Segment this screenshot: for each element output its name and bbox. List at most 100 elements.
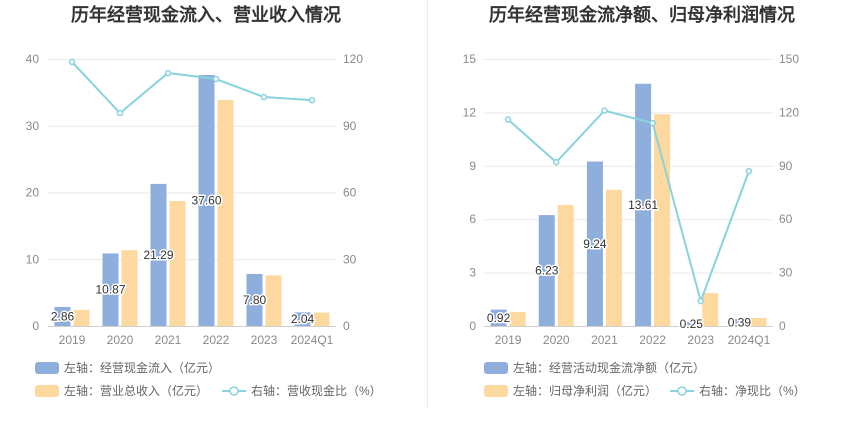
bar-secondary	[73, 309, 90, 326]
x-axis-category-label: 2023	[251, 333, 278, 347]
bar-primary	[198, 75, 215, 327]
line-point	[164, 69, 172, 77]
bar-secondary	[121, 250, 138, 326]
legend-item[interactable]: 左轴：营业总收入（亿元）	[35, 383, 208, 398]
bar-data-label: 9.24	[583, 237, 607, 251]
line-point	[212, 75, 220, 83]
line-point	[601, 107, 608, 114]
x-axis-category-label: 2021	[591, 333, 618, 347]
bar-data-label: 7.80	[243, 293, 267, 307]
right-axis-tick-label: 0	[779, 319, 786, 333]
right-axis-tick-label: 60	[343, 186, 357, 200]
bar-secondary	[265, 275, 282, 326]
x-axis-category-label: 2021	[155, 333, 182, 347]
bar-primary	[538, 215, 555, 326]
right-axis-tick-label: 90	[779, 159, 793, 173]
legend-label: 右轴：营收现金比（%）	[251, 383, 382, 398]
left-axis-tick-label: 15	[463, 52, 477, 66]
line-point	[68, 58, 76, 66]
chart-panel-2: 历年经营现金流净额、归母净利润情况03691215030609012015020…	[463, 4, 806, 398]
left-axis-tick-label: 30	[26, 119, 40, 133]
bar-primary	[731, 319, 748, 326]
bar-primary	[54, 306, 71, 326]
left-axis-tick-label: 9	[469, 159, 476, 173]
legend-label: 左轴：经营现金流入（亿元）	[64, 360, 220, 375]
left-axis-tick-label: 40	[26, 52, 40, 66]
legend-bar-swatch	[484, 385, 508, 397]
left-axis-tick-label: 3	[469, 266, 476, 280]
left-axis-tick-label: 0	[32, 319, 39, 333]
right-axis-tick-label: 30	[343, 252, 357, 266]
bar-secondary	[169, 200, 186, 326]
chart-title: 历年经营现金流净额、归母净利润情况	[489, 4, 795, 25]
x-axis-category-label: 2020	[543, 333, 570, 347]
legend-item[interactable]: 左轴：经营现金流入（亿元）	[35, 360, 220, 375]
line-point	[260, 93, 268, 101]
left-axis-tick-label: 12	[463, 105, 477, 119]
legend-item[interactable]: 左轴：归母净利润（亿元）	[484, 383, 657, 398]
line-point	[745, 167, 753, 175]
legend-item[interactable]: 左轴：经营活动现金流净额（亿元）	[484, 360, 705, 375]
x-axis-category-label: 2024Q1	[728, 333, 771, 347]
legend-item[interactable]: 右轴：净现比（%）	[670, 383, 806, 398]
left-axis-tick-label: 6	[469, 212, 476, 226]
right-axis-tick-label: 150	[779, 52, 799, 66]
bar-secondary	[702, 293, 719, 326]
bar-secondary	[509, 311, 526, 326]
x-axis-category-label: 2019	[495, 333, 522, 347]
bar-secondary	[654, 114, 671, 327]
line-point	[116, 109, 124, 117]
bar-data-label: 0.25	[680, 317, 704, 331]
left-axis-tick-label: 20	[26, 186, 40, 200]
bar-primary	[246, 273, 263, 326]
bar-primary	[586, 161, 603, 326]
bar-data-label: 0.39	[728, 316, 752, 330]
bar-data-label: 2.86	[51, 309, 75, 323]
bar-data-label: 0.92	[487, 311, 511, 325]
bar-data-label: 10.87	[95, 283, 125, 297]
x-axis-category-label: 2022	[203, 333, 230, 347]
line-point	[504, 116, 512, 123]
line-point	[553, 158, 560, 166]
bar-primary	[294, 312, 311, 326]
bar-secondary	[217, 99, 234, 326]
x-axis-category-label: 2020	[107, 333, 134, 347]
bar-primary	[635, 83, 652, 326]
bar-secondary	[313, 312, 330, 326]
line-point	[308, 96, 316, 104]
right-axis-tick-label: 0	[343, 319, 350, 333]
right-axis-tick-label: 120	[343, 52, 363, 66]
series-line	[71, 61, 313, 115]
legend-line-marker	[677, 386, 687, 396]
line-point	[697, 297, 704, 305]
chart-panel-1: 历年经营现金流入、营业收入情况 0 10 20 30 40 0 30 60 90 120 2019 20…	[26, 4, 382, 398]
chart-title: 历年经营现金流入、营业收入情况	[71, 4, 341, 25]
bar-primary	[150, 183, 167, 326]
bar-secondary	[605, 189, 622, 326]
legend-bar-swatch	[35, 362, 59, 374]
bar-primary	[490, 309, 507, 326]
legend-line-marker	[229, 386, 239, 396]
legend-label: 左轴：归母净利润（亿元）	[513, 383, 657, 398]
legend-label: 左轴：经营活动现金流净额（亿元）	[513, 360, 705, 375]
bar-primary	[102, 253, 119, 326]
bar-secondary	[557, 204, 574, 326]
right-axis-tick-label: 30	[779, 266, 793, 280]
legend-item[interactable]: 右轴：营收现金比（%）	[222, 383, 382, 398]
bar-primary	[683, 321, 700, 326]
legend-bar-swatch	[35, 385, 59, 397]
line-point	[649, 119, 656, 127]
x-axis-category-label: 2023	[687, 333, 714, 347]
bar-data-label: 21.29	[143, 248, 173, 262]
x-axis-category-label: 2019	[59, 333, 86, 347]
right-axis-tick-label: 60	[779, 212, 793, 226]
x-axis-category-label: 2024Q1	[291, 333, 334, 347]
bar-data-label: 6.23	[535, 264, 559, 278]
right-axis-tick-label: 120	[779, 105, 799, 119]
right-axis-tick-label: 90	[343, 119, 357, 133]
bar-secondary	[750, 317, 767, 326]
left-axis-tick-label: 10	[26, 252, 40, 266]
legend-label: 右轴：净现比（%）	[699, 383, 806, 398]
legend-label: 左轴：营业总收入（亿元）	[64, 383, 208, 398]
